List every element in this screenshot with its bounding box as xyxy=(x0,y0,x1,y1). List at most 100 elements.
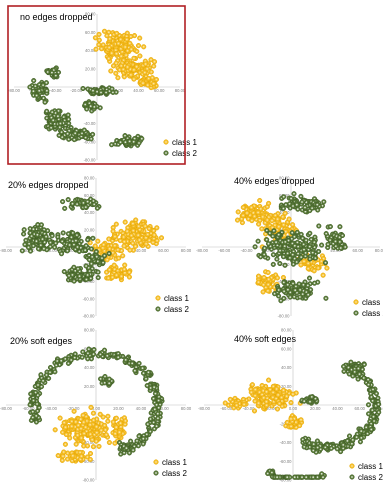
class-1-point-center xyxy=(90,406,92,409)
class-1-point-center xyxy=(137,44,140,47)
class-2-point-center xyxy=(45,235,47,238)
class-2-point-center xyxy=(305,239,307,242)
class-1-point-center xyxy=(128,42,131,45)
y-tick-label: -60.00 xyxy=(84,139,97,144)
class-2-point-center xyxy=(286,252,289,255)
class-1-point-center xyxy=(237,211,240,213)
class-2-point-center xyxy=(117,356,120,359)
class-2-point-center xyxy=(67,118,70,121)
class-2-point-center xyxy=(293,295,296,298)
class-2-point-center xyxy=(103,349,106,352)
class-1-point-center xyxy=(95,425,98,428)
x-tick-label: 60.00 xyxy=(355,406,366,411)
class-2-point-center xyxy=(86,200,89,203)
x-tick-label: -80.00 xyxy=(0,406,13,411)
class-2-point-center xyxy=(96,207,99,210)
class-2-point-center xyxy=(78,250,81,253)
class-2-point-center xyxy=(76,246,79,248)
x-tick-label: -80.00 xyxy=(198,406,211,411)
class-1-point-center xyxy=(133,34,136,37)
class-1-point-center xyxy=(262,283,265,286)
class-1-point-center xyxy=(155,78,158,81)
y-tick-label: -60.00 xyxy=(83,296,96,301)
class-1-point-center xyxy=(135,50,138,53)
class-1-point-center xyxy=(79,451,81,454)
class-1-point-center xyxy=(267,289,269,292)
class-2-point-center xyxy=(57,118,60,121)
class-2-point-center xyxy=(128,452,131,454)
class-2-point-center xyxy=(145,433,148,436)
class-1-point-center xyxy=(128,271,131,274)
class-2-point-center xyxy=(57,110,60,112)
class-2-point-center xyxy=(292,282,294,285)
class-2-point-center xyxy=(29,227,32,230)
y-tick-label: 40.00 xyxy=(85,48,96,53)
class-1-point-center xyxy=(133,69,135,71)
class-2-point-center xyxy=(293,235,296,238)
y-tick-label: 20.00 xyxy=(85,66,96,71)
class-2-point-center xyxy=(105,91,107,94)
class-1-point-center xyxy=(121,50,123,53)
class-1-point-center xyxy=(148,239,151,242)
class-2-point-center xyxy=(76,234,78,237)
class-2-point-center xyxy=(137,135,139,138)
class-1-point-center xyxy=(64,443,67,446)
class-2-point-center xyxy=(41,238,44,241)
class-1-point-center xyxy=(133,78,135,80)
class-2-point-center xyxy=(287,288,289,291)
class-1-point-center xyxy=(126,230,129,233)
class-1-point-center xyxy=(92,445,95,448)
class-2-point-center xyxy=(157,417,159,420)
class-2-point-center xyxy=(106,354,109,357)
class-2-point-center xyxy=(322,200,325,203)
class-1-point-center xyxy=(247,218,250,220)
class-1-point-center xyxy=(155,226,158,229)
class-2-point-center xyxy=(87,352,89,355)
class-1-point-center xyxy=(263,276,265,279)
class-1-point-center xyxy=(264,233,267,235)
class-2-point-center xyxy=(58,134,60,137)
class-1-point-center xyxy=(120,249,123,252)
class-2-point-center xyxy=(92,200,95,202)
class-2-point-center xyxy=(84,249,87,252)
class-2-point-center xyxy=(283,290,285,293)
class-2-point-center xyxy=(296,231,299,234)
class-2-point-center xyxy=(275,241,277,244)
class-1-point-center xyxy=(95,431,98,434)
class-2-point-center xyxy=(304,255,307,257)
class-1-point-center xyxy=(134,219,137,221)
class-1-point-center xyxy=(115,62,117,65)
class-1-point-center xyxy=(94,36,97,39)
class-1-point-center xyxy=(138,228,141,231)
class-1-point-center xyxy=(106,420,109,423)
class-2-point-center xyxy=(311,207,313,210)
class-1-point-center xyxy=(107,31,110,34)
x-tick-label: 40.00 xyxy=(136,248,147,253)
class-2-point-center xyxy=(284,264,286,267)
class-1-point-center xyxy=(126,32,129,35)
class-1-point-center xyxy=(96,240,99,243)
class-2-point-center xyxy=(140,137,143,140)
class-2-point-center xyxy=(90,357,93,360)
class-2-point-center xyxy=(102,261,104,264)
class-1-point-center xyxy=(125,54,127,56)
y-tick-label: 40.00 xyxy=(84,365,95,370)
class-1-point-center xyxy=(259,219,261,222)
class-1-point-center xyxy=(86,456,89,458)
class-1-point-center xyxy=(80,437,83,439)
class-2-point-center xyxy=(91,256,94,258)
class-2-point-center xyxy=(25,239,27,242)
class-2-point-center xyxy=(327,243,329,246)
class-1-point-center xyxy=(132,229,135,232)
class-2-point-center xyxy=(96,90,98,93)
class-2-point-center xyxy=(132,140,135,143)
class-1-point-center xyxy=(89,423,91,426)
class-2-point-center xyxy=(40,223,43,226)
class-1-point-center xyxy=(288,218,290,221)
class-2-point-center xyxy=(338,236,341,239)
class-1-point-center xyxy=(113,264,116,267)
class-1-point-center xyxy=(111,276,114,279)
class-1-point-center xyxy=(150,58,152,61)
class-1-point-center xyxy=(77,424,80,427)
class-2-point-center xyxy=(301,293,304,295)
